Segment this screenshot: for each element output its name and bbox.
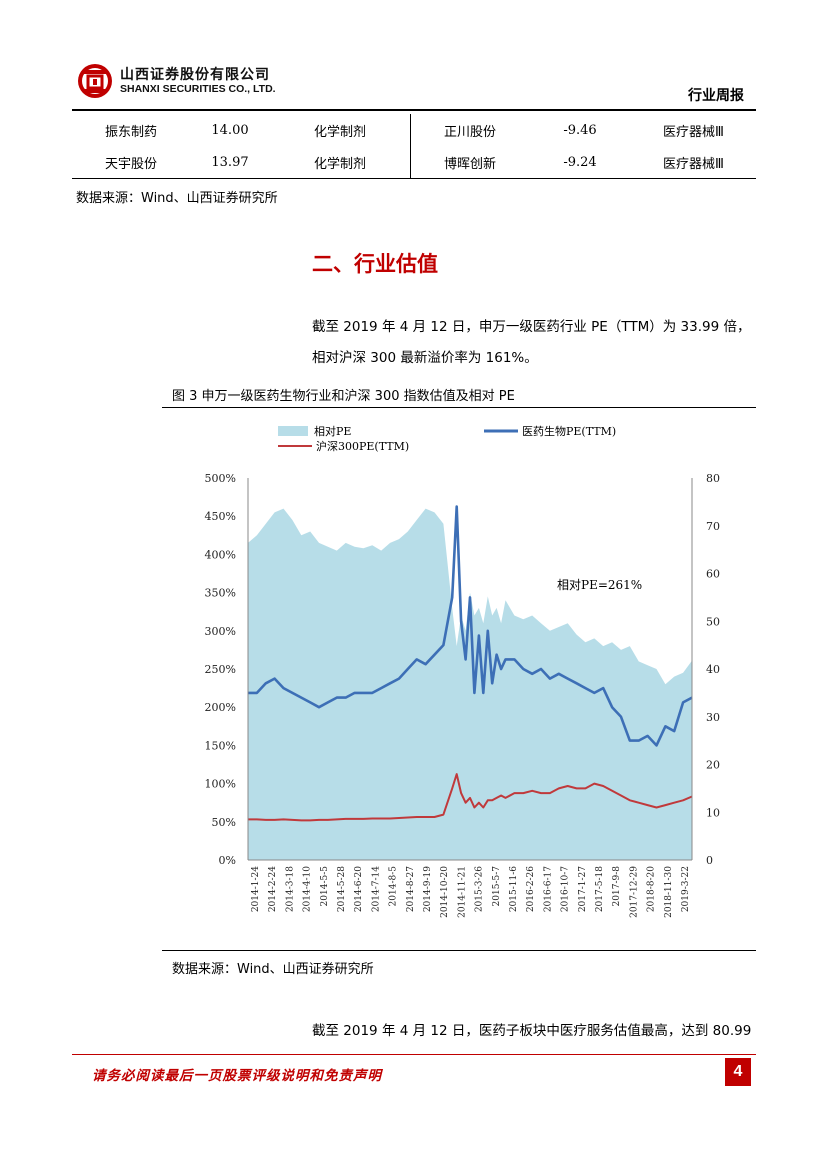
y-left-tick-label: 500%: [205, 472, 236, 485]
x-tick-label: 2014-9-19: [423, 866, 433, 912]
legend-label-hs300: 沪深300PE(TTM): [316, 439, 409, 453]
section-heading: 二、行业估值: [312, 252, 438, 276]
y-left-tick-label: 100%: [205, 778, 236, 791]
y-right-tick-label: 70: [706, 520, 720, 533]
legend-label-pharma: 医药生物PE(TTM): [522, 424, 616, 438]
footer-divider: [72, 1054, 756, 1055]
stock-table: 振东制药 14.00 化学制剂 正川股份 -9.46 医疗器械Ⅲ 天宇股份 13…: [72, 114, 756, 179]
x-tick-label: 2015-5-7: [492, 866, 502, 907]
company-name-en: SHANXI SECURITIES CO., LTD.: [120, 83, 276, 95]
report-type: 行业周报: [688, 88, 744, 104]
y-left-tick-label: 300%: [205, 625, 236, 638]
x-tick-label: 2014-7-14: [371, 866, 381, 912]
x-tick-label: 2019-3-22: [681, 866, 691, 912]
stock-name: 天宇股份: [72, 146, 190, 179]
y-left-tick-label: 350%: [205, 587, 236, 600]
y-left-tick-label: 50%: [212, 816, 236, 829]
y-left-tick-label: 150%: [205, 739, 236, 752]
stock-industry: 医疗器械Ⅲ: [663, 124, 724, 140]
y-right-tick-label: 10: [706, 806, 720, 819]
y-right-tick-label: 0: [706, 854, 713, 867]
paragraph-line: 截至 2019 年 4 月 12 日，申万一级医药行业 PE（TTM）为 33.…: [312, 319, 751, 335]
pharma-pe-line: [248, 505, 693, 747]
x-tick-label: 2015-3-26: [475, 866, 485, 912]
x-tick-label: 2014-5-28: [337, 866, 347, 912]
x-tick-label: 2014-11-21: [457, 866, 467, 918]
x-tick-label: 2014-1-24: [251, 866, 261, 912]
x-tick-label: 2016-10-7: [561, 866, 571, 912]
figure-title: 图 3 申万一级医药生物行业和沪深 300 指数估值及相对 PE: [172, 389, 515, 404]
y-axis-right: 0 10 20 30 40 50 60 70 80: [706, 472, 720, 867]
valuation-paragraph: 截至 2019 年 4 月 12 日，申万一级医药行业 PE（TTM）为 33.…: [312, 312, 762, 374]
y-left-tick-label: 400%: [205, 548, 236, 561]
x-tick-label: 2014-10-20: [440, 866, 450, 918]
header-divider: [72, 109, 756, 111]
company-name-cn: 山西证券股份有限公司: [120, 67, 270, 83]
footer-disclaimer: 请务必阅读最后一页股票评级说明和免责声明: [92, 1068, 382, 1084]
logo: [76, 62, 114, 100]
y-right-tick-label: 30: [706, 711, 720, 724]
y-left-tick-label: 250%: [205, 663, 236, 676]
stock-industry: 化学制剂: [270, 146, 411, 179]
paragraph-line: 相对沪深 300 最新溢价率为 161%。: [312, 350, 538, 366]
x-tick-label: 2015-11-6: [509, 866, 519, 912]
x-tick-label: 2014-8-5: [389, 866, 399, 907]
x-tick-label: 2014-5-5: [320, 866, 330, 907]
x-tick-label: 2018-8-20: [647, 866, 657, 912]
x-tick-label: 2017-5-18: [595, 866, 605, 912]
stock-industry: 化学制剂: [270, 114, 411, 146]
logo-emblem-icon: [78, 64, 112, 98]
y-right-tick-label: 60: [706, 568, 720, 581]
x-tick-label: 2016-6-17: [543, 866, 553, 912]
y-right-tick-label: 80: [706, 472, 720, 485]
x-tick-label: 2017-12-29: [629, 866, 639, 918]
legend-swatch-relative-pe: [278, 426, 308, 436]
stock-name: 正川股份: [443, 124, 496, 140]
y-right-tick-label: 20: [706, 759, 720, 772]
y-left-tick-label: 450%: [205, 510, 236, 523]
plot-area: [247, 478, 693, 861]
y-axis-left: 0% 50% 100% 150% 200% 250% 300% 350% 400% 450% 500…: [205, 472, 236, 867]
subsector-paragraph: 截至 2019 年 4 月 12 日，医药子板块中医疗服务估值最高，达到 80.…: [312, 1023, 752, 1039]
x-tick-label: 2017-9-8: [612, 866, 622, 907]
x-tick-label: 2014-3-18: [285, 866, 295, 912]
table-source: 数据来源：Wind、山西证券研究所: [76, 191, 278, 206]
figure-top-rule: [162, 407, 756, 408]
x-tick-label: 2014-6-20: [354, 866, 364, 912]
stock-change: 13.97: [190, 146, 270, 179]
x-tick-label: 2017-1-27: [578, 866, 588, 912]
stock-industry: 医疗器械Ⅲ: [631, 146, 756, 179]
x-tick-label: 2014-8-27: [406, 866, 416, 912]
legend-label-relative-pe: 相对PE: [314, 424, 351, 438]
table-row: 天宇股份 13.97 化学制剂 博晖创新 -9.24 医疗器械Ⅲ: [72, 146, 756, 179]
y-right-tick-label: 40: [706, 663, 720, 676]
page-number: 4: [725, 1058, 751, 1086]
stock-change: -9.46: [563, 122, 597, 138]
stock-name: 振东制药: [104, 124, 157, 140]
figure-source: 数据来源：Wind、山西证券研究所: [172, 962, 374, 977]
x-tick-label: 2014-4-10: [303, 866, 313, 912]
valuation-chart: 相对PE 医药生物PE(TTM) 沪深300PE(TTM) 0% 50% 100% 1…: [205, 424, 720, 918]
x-tick-label: 2014-2-24: [268, 866, 278, 912]
y-right-tick-label: 50: [706, 615, 720, 628]
chart-annotation: 相对PE=261%: [557, 578, 642, 592]
stock-name: 博晖创新: [410, 146, 529, 179]
x-tick-label: 2016-2-26: [526, 866, 536, 912]
stock-change: -9.24: [529, 146, 631, 179]
stock-change: 14.00: [211, 122, 249, 138]
hs300-pe-line: [248, 773, 693, 822]
y-left-tick-label: 0%: [219, 854, 236, 867]
table-row: 振东制药 14.00 化学制剂 正川股份 -9.46 医疗器械Ⅲ: [72, 114, 756, 146]
x-tick-label: 2018-11-30: [664, 866, 674, 918]
figure-bottom-rule: [162, 950, 756, 951]
y-left-tick-label: 200%: [205, 701, 236, 714]
x-axis: 2014-1-24 2014-2-24 2014-3-18 2014-4-10 2014…: [251, 866, 691, 918]
relative-pe-area: [248, 508, 692, 860]
